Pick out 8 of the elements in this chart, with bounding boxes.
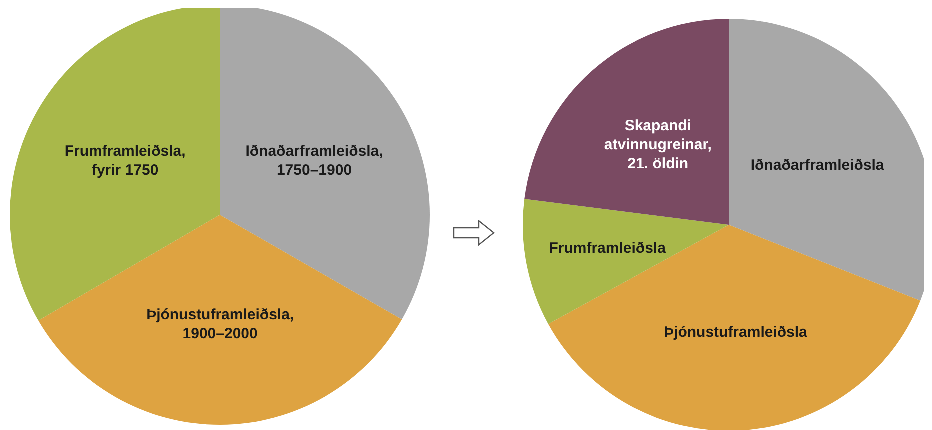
slice-label: Þjónustuframleiðsla (664, 323, 808, 340)
slice-label: Frumframleiðsla (549, 240, 667, 257)
pie-slice (38, 215, 402, 425)
slice-label: Þjónustuframleiðsla, 1900–2000 (146, 306, 294, 342)
slice-label: Iðnaðarframleiðsla, 1750–1900 (246, 142, 384, 178)
slice-label: Skapandi atvinnugreinar, 21. öldin (604, 117, 712, 172)
slice-label: Frumframleiðsla, fyrir 1750 (64, 142, 186, 179)
slice-label: Iðnaðarframleiðsla (750, 156, 885, 174)
